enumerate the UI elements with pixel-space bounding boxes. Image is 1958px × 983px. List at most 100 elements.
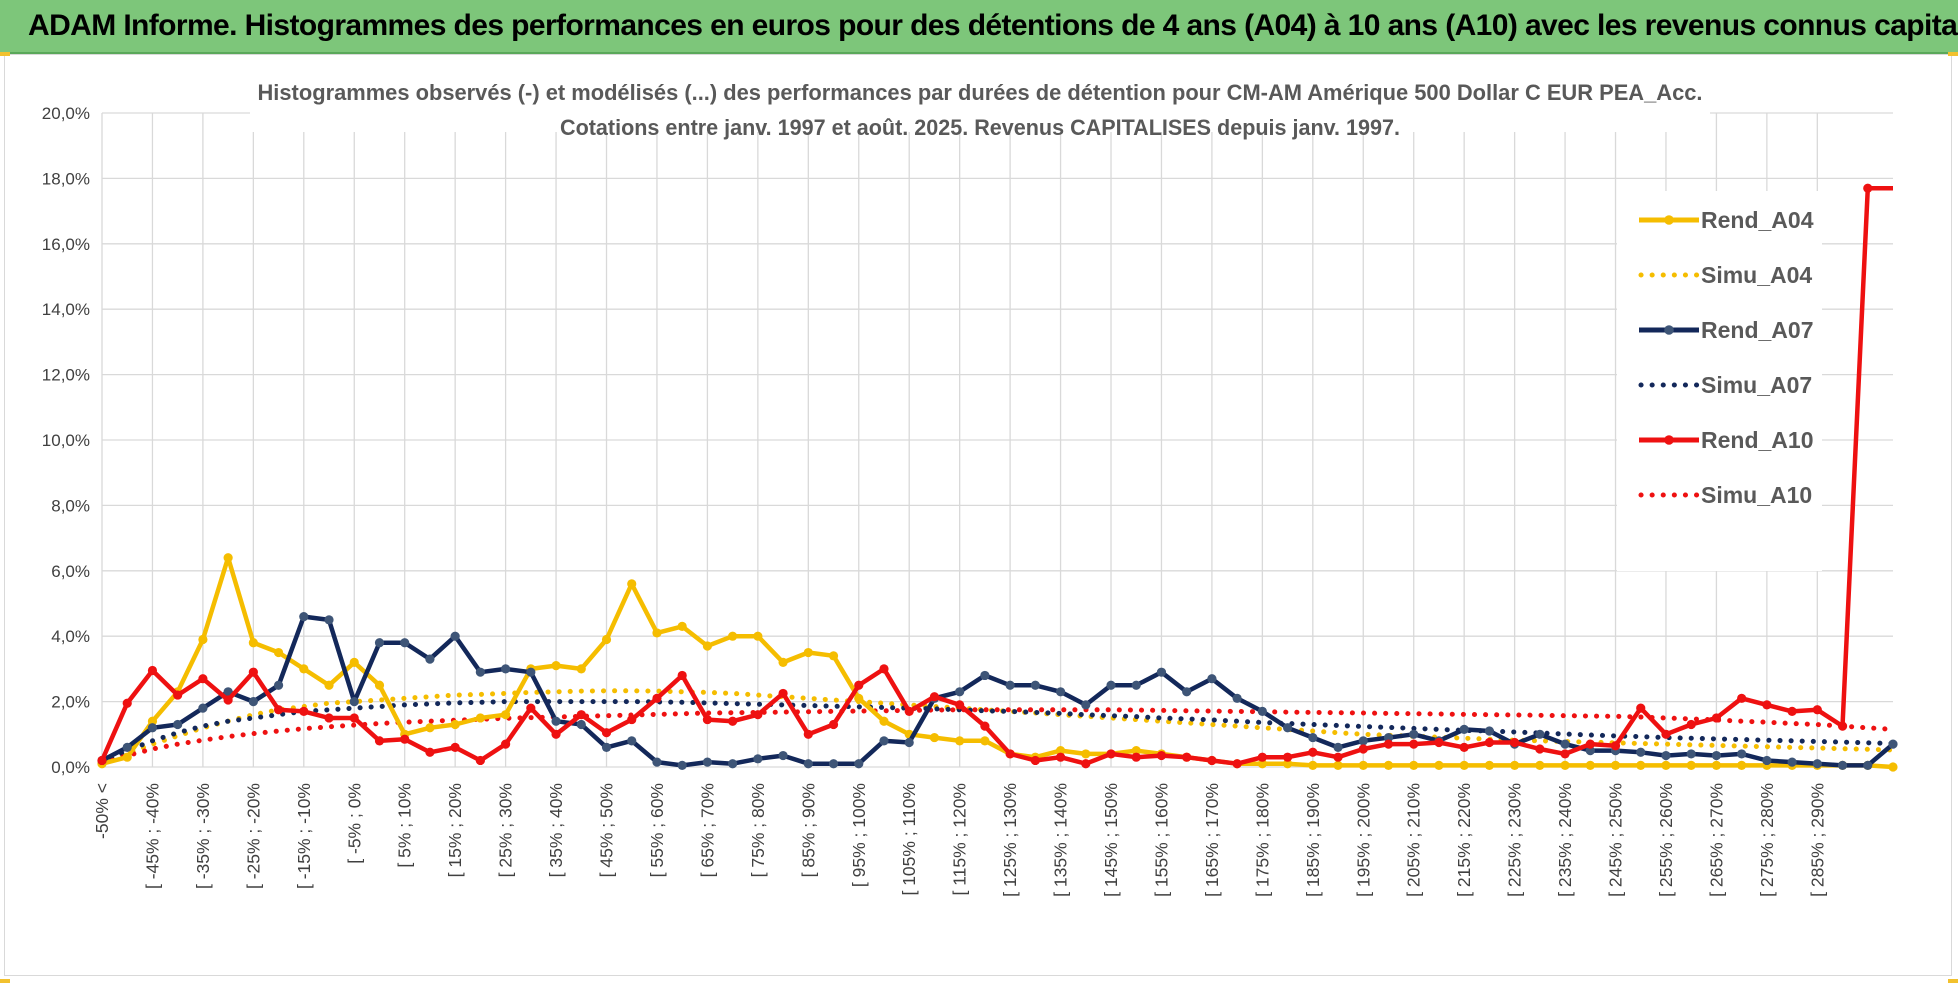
data-point (1787, 706, 1797, 717)
data-point (1131, 680, 1141, 690)
data-point (1383, 732, 1394, 743)
data-point (122, 742, 132, 752)
data-point (349, 657, 359, 667)
data-point (551, 661, 561, 671)
legend-marker (1664, 215, 1674, 225)
data-point (248, 638, 258, 648)
legend-item: Simu_A04 (1638, 262, 1812, 288)
x-tick-label: [ 185% ; 190% (1303, 783, 1323, 897)
data-point (1686, 749, 1696, 759)
data-point (122, 698, 132, 708)
data-point (1383, 760, 1394, 770)
data-point (627, 579, 637, 589)
data-point (1636, 703, 1646, 713)
data-point (1888, 762, 1898, 772)
x-tick-label: [ 75% ; 80% (748, 783, 768, 877)
data-point (147, 723, 158, 733)
data-point (1308, 760, 1318, 770)
x-tick-label: [ 25% ; 30% (496, 783, 516, 877)
x-tick-label: [ 105% ; 110% (899, 783, 919, 896)
x-axis: -50% < [ -45% ; -40% [ -35% ; -30% [ -25% ;… (92, 783, 1827, 897)
data-point (1711, 750, 1722, 761)
report-banner: ADAM Informe. Histogrammes des performan… (0, 0, 1958, 54)
legend-label: Simu_A10 (1701, 482, 1812, 508)
data-point (828, 651, 839, 661)
data-point (122, 752, 132, 762)
line-chart: 0,0% 2,0% 4,0% 6,0% 8,0% 10,0% 12,0% 14,0% 16,0%… (42, 60, 1898, 897)
data-point (904, 737, 914, 748)
data-point (1106, 680, 1116, 690)
data-point (475, 713, 485, 723)
data-point (728, 759, 738, 769)
legend-marker (1664, 435, 1674, 445)
data-point (1081, 749, 1091, 759)
data-point (803, 759, 813, 769)
x-tick-label: [ 205% ; 210% (1404, 783, 1424, 897)
data-point (1156, 750, 1167, 761)
data-point (1711, 713, 1722, 723)
x-tick-label: [ 85% ; 90% (798, 783, 818, 877)
data-point (1409, 739, 1419, 749)
report-title: ADAM Informe. Histogrammes des performan… (28, 9, 1958, 42)
y-tick-label: 4,0% (51, 627, 90, 646)
data-point (1636, 747, 1646, 757)
data-point (955, 736, 965, 746)
data-point (601, 742, 612, 752)
data-point (955, 700, 965, 710)
data-point (198, 634, 208, 645)
data-point (1434, 737, 1444, 748)
data-point (551, 729, 561, 739)
x-tick-label: [ 165% ; 170% (1202, 783, 1222, 897)
x-tick-label: [ 195% ; 200% (1353, 783, 1373, 897)
y-tick-label: 0,0% (51, 758, 90, 777)
data-point (1560, 749, 1570, 759)
data-point (753, 631, 763, 641)
data-point (425, 747, 435, 757)
data-point (677, 760, 687, 770)
data-point (1030, 680, 1040, 690)
data-point (1610, 760, 1621, 770)
data-point (475, 667, 485, 677)
data-point (324, 713, 334, 723)
x-tick-label: -50% < (92, 783, 112, 839)
data-point (1737, 693, 1747, 703)
data-point (198, 674, 208, 684)
data-point (450, 742, 460, 752)
data-point (929, 692, 940, 702)
data-point (652, 628, 662, 638)
data-point (1737, 760, 1747, 770)
data-point (980, 670, 990, 681)
data-point (1308, 732, 1318, 743)
data-point (828, 759, 839, 769)
data-point (324, 615, 334, 625)
data-point (1510, 737, 1520, 748)
data-point (1661, 750, 1671, 761)
data-point (374, 638, 385, 648)
data-point (803, 647, 813, 658)
data-point (248, 667, 258, 677)
data-point (1207, 755, 1217, 766)
data-point (955, 687, 965, 697)
data-point (273, 647, 284, 658)
data-point (374, 736, 385, 746)
x-tick-label: [ 245% ; 250% (1606, 783, 1626, 897)
data-point (778, 657, 788, 667)
data-point (1535, 729, 1545, 739)
data-point (576, 710, 586, 720)
data-point (400, 734, 410, 744)
data-point (1863, 183, 1873, 193)
x-tick-label: [ 255% ; 260% (1656, 783, 1676, 897)
data-point (778, 688, 788, 699)
legend-label: Rend_A07 (1701, 317, 1813, 343)
data-point (147, 716, 158, 726)
data-point (677, 621, 687, 631)
data-point (1787, 757, 1797, 767)
corner-mark (1948, 979, 1958, 983)
data-point (1081, 759, 1091, 769)
y-tick-label: 16,0% (42, 235, 90, 254)
data-point (904, 706, 914, 717)
data-point (702, 757, 713, 767)
x-tick-label: [ 155% ; 160% (1151, 783, 1171, 897)
legend-backdrop (1617, 191, 1822, 571)
data-point (501, 664, 511, 674)
